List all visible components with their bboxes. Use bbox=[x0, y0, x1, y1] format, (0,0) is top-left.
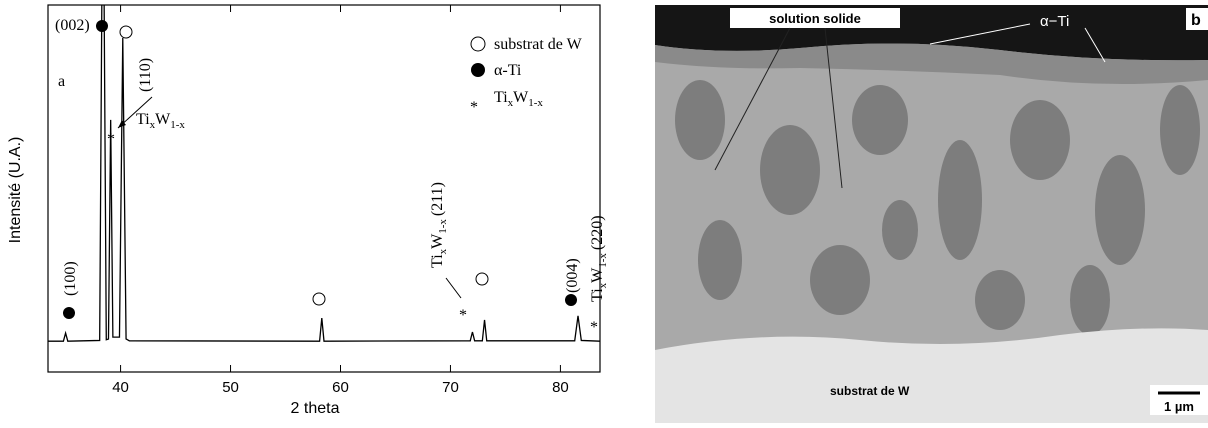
arrow bbox=[824, 27, 843, 189]
legend-label: α-Ti bbox=[494, 62, 522, 79]
x-tick-label: 40 bbox=[112, 379, 129, 396]
t: Ti bbox=[589, 288, 606, 302]
marker-tiw: * bbox=[590, 319, 598, 336]
t: Ti bbox=[494, 89, 508, 106]
legend-marker: * bbox=[470, 99, 478, 116]
annotation: (220) bbox=[589, 215, 606, 250]
label-box bbox=[730, 8, 900, 28]
t: W bbox=[155, 111, 171, 128]
x-tick-label: 50 bbox=[222, 379, 239, 396]
micrograph: solution solide α−Ti b substrat de W 1 µ… bbox=[655, 5, 1208, 423]
label-box bbox=[1186, 8, 1208, 30]
t: W bbox=[589, 267, 606, 283]
substrate bbox=[655, 328, 1208, 423]
t: W bbox=[513, 89, 529, 106]
annotation: (211) bbox=[429, 182, 446, 216]
annotation: (004) bbox=[564, 258, 581, 293]
t: W bbox=[429, 233, 446, 249]
annotation: (002) bbox=[55, 17, 90, 34]
arrow bbox=[714, 27, 791, 171]
marker-w bbox=[475, 272, 489, 286]
legend-marker bbox=[470, 36, 486, 52]
t: Ti bbox=[136, 111, 150, 128]
marker-ti bbox=[565, 294, 577, 306]
t: 1-x bbox=[597, 253, 609, 268]
marker-w bbox=[119, 25, 133, 39]
marker-w bbox=[312, 292, 326, 306]
t: x bbox=[508, 97, 514, 109]
t: 1-x bbox=[437, 219, 449, 234]
marker-ti bbox=[63, 307, 75, 319]
compound: TixW1-x (211) bbox=[429, 182, 449, 268]
label: b bbox=[1191, 12, 1201, 29]
grains bbox=[675, 80, 1200, 335]
scale-box bbox=[1150, 385, 1208, 415]
legend-label: substrat de W bbox=[494, 36, 583, 53]
t: x bbox=[150, 119, 156, 131]
x-axis-label: 2 theta bbox=[291, 400, 340, 417]
t: 1-x bbox=[170, 119, 185, 131]
label: substrat de W bbox=[830, 384, 910, 398]
marker-tiw: * bbox=[459, 307, 467, 324]
annotation: (100) bbox=[62, 261, 79, 296]
t: 1-x bbox=[528, 97, 543, 109]
legend-label: TixW1-x bbox=[494, 89, 543, 109]
t: x bbox=[437, 248, 449, 254]
label: α−Ti bbox=[1040, 13, 1069, 30]
legend-marker bbox=[471, 63, 485, 77]
t: x bbox=[597, 282, 609, 288]
x-tick-label: 70 bbox=[442, 379, 459, 396]
compound: TixW1-x (220) bbox=[589, 215, 609, 302]
plot-frame bbox=[47, 4, 601, 373]
x-tick-label: 60 bbox=[332, 379, 349, 396]
xrd-line bbox=[48, 5, 600, 342]
arrow bbox=[445, 277, 462, 299]
label: 1 µm bbox=[1164, 399, 1194, 414]
x-tick-label: 80 bbox=[552, 379, 569, 396]
panel-label: a bbox=[58, 73, 65, 90]
ti-layer bbox=[655, 43, 1208, 84]
annotation: (110) bbox=[137, 58, 154, 92]
label: solution solide bbox=[769, 11, 861, 26]
compound: TixW1-x bbox=[136, 111, 185, 131]
y-axis-label: Intensité (U.A.) bbox=[7, 137, 24, 244]
arrow bbox=[929, 23, 1031, 45]
t: Ti bbox=[429, 254, 446, 268]
arrow bbox=[1084, 27, 1106, 63]
